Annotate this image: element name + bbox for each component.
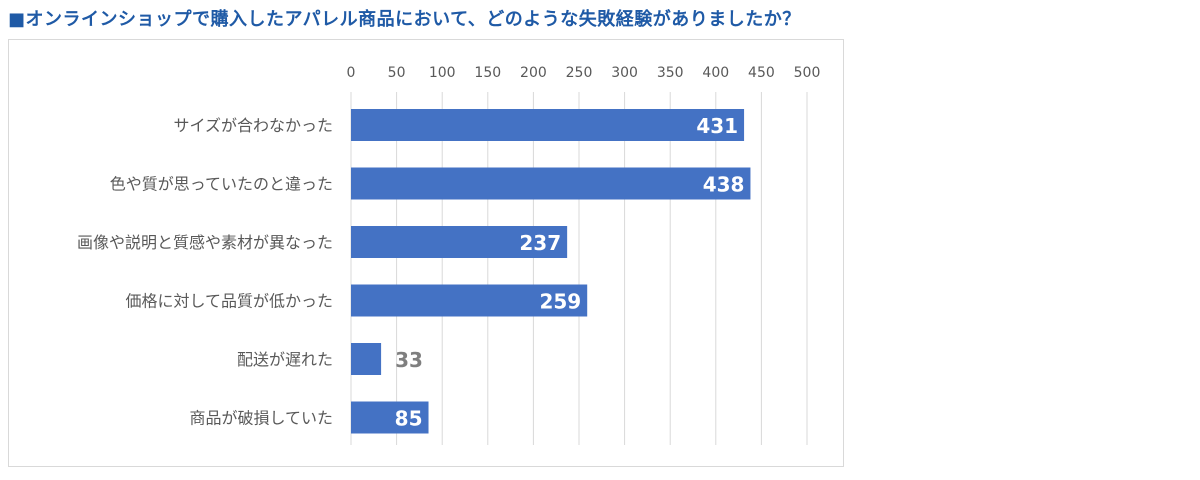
- data-label: 259: [539, 290, 581, 314]
- x-tick-label: 0: [347, 65, 356, 81]
- bar: [351, 226, 568, 258]
- category-label: 価格に対して品質が低かった: [125, 292, 333, 311]
- x-tick-label: 450: [748, 65, 775, 81]
- x-tick-label: 300: [611, 65, 638, 81]
- x-tick-label: 400: [702, 65, 729, 81]
- category-label: 画像や説明と質感や素材が異なった: [77, 233, 333, 252]
- x-tick-label: 100: [429, 65, 456, 81]
- category-label: 配送が遅れた: [237, 350, 333, 369]
- x-tick-label: 250: [566, 65, 593, 81]
- bar: [351, 284, 588, 317]
- bar: [351, 401, 429, 434]
- data-label: 438: [703, 173, 745, 197]
- x-tick-label: 500: [794, 65, 821, 81]
- x-tick-label: 50: [388, 65, 406, 81]
- x-tick-label: 200: [520, 65, 547, 81]
- category-label: 色や質が思っていたのと違った: [110, 175, 333, 194]
- category-label: サイズが合わなかった: [173, 116, 333, 135]
- bar: [351, 343, 382, 375]
- bar: [351, 109, 745, 141]
- x-tick-label: 150: [474, 65, 501, 81]
- data-label: 237: [519, 231, 561, 255]
- bar: [351, 167, 751, 200]
- data-label: 85: [395, 407, 423, 431]
- data-label: 431: [696, 114, 738, 138]
- data-label: 33: [395, 348, 423, 372]
- x-tick-label: 350: [657, 65, 684, 81]
- category-label: 商品が破損していた: [189, 409, 333, 428]
- page-title: ■オンラインショップで購入したアパレル商品において、どのような失敗経験がありまし…: [8, 9, 801, 30]
